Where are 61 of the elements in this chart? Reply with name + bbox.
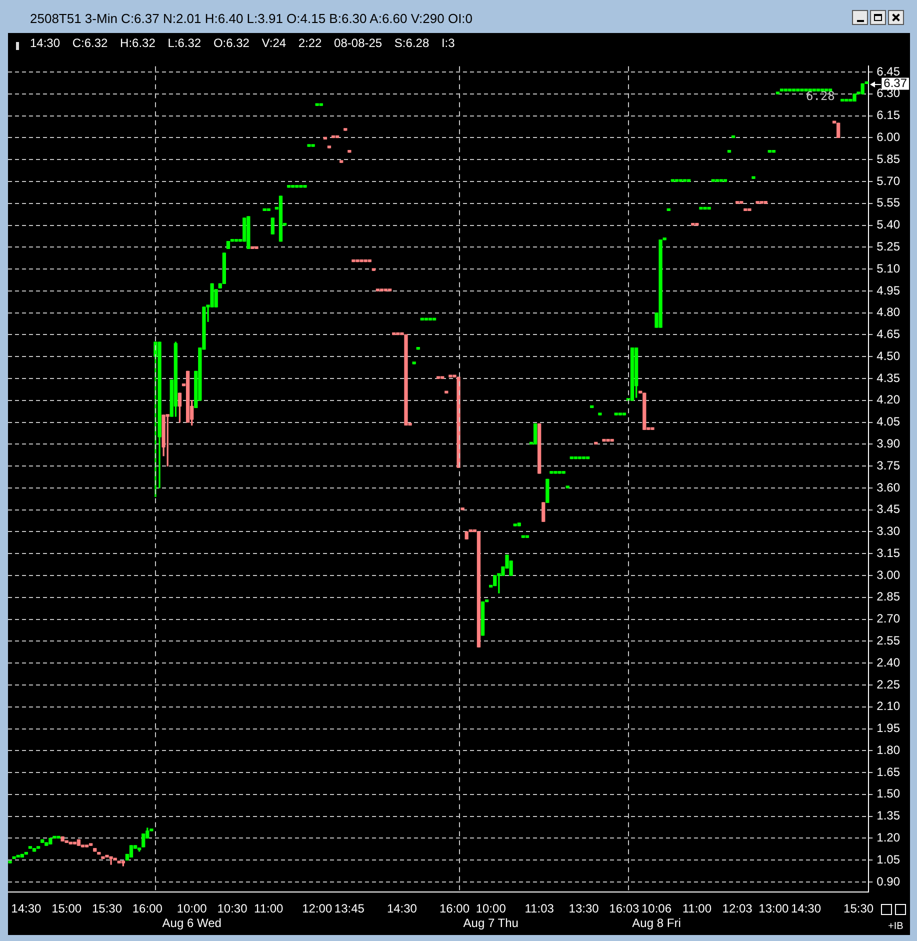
candlestick (109, 856, 113, 865)
y-tick-label: 5.25 (876, 239, 900, 254)
y-tick-label: 2.25 (876, 677, 900, 692)
y-tick-label: 1.35 (876, 808, 900, 823)
y-tick-label: 2.40 (876, 655, 900, 670)
x-tick-label: 13:00 (758, 902, 790, 916)
x-tick-label: 16:00 (439, 902, 470, 916)
x-tick-label: 15:30 (844, 902, 874, 916)
x-tick-label: 14:30 (386, 902, 418, 916)
x-tick-label: 10:30 (217, 902, 248, 916)
y-tick-label: 4.65 (876, 327, 900, 342)
x-tick-label: 16:00 (132, 902, 163, 916)
y-tick-label: 3.00 (876, 568, 900, 582)
x-tick-label: 16:03 (609, 902, 640, 916)
x-tick-label: 12:03 (722, 902, 753, 916)
y-tick-label: 3.45 (876, 502, 900, 516)
x-tick-label: 13:45 (334, 902, 365, 916)
x-tick-label: 13:30 (568, 902, 600, 916)
y-tick-label: 1.80 (876, 742, 900, 757)
x-tick-label: 12:00 (302, 902, 332, 916)
y-tick-label: 4.05 (876, 414, 900, 429)
y-tick-label: 0.90 (876, 874, 900, 888)
y-tick-label: 2.10 (876, 699, 900, 714)
y-tick-label: 1.50 (876, 786, 900, 801)
chart-title: 2508T51 3-Min C:6.37 N:2.01 H:6.40 L:3.91 O:4.15 B:6.30 A:6.60 V:290 OI:0 (30, 11, 473, 26)
x-tick-label: 11:03 (524, 902, 554, 916)
y-tick-label: 5.10 (876, 261, 900, 276)
x-tick-label: 11:00 (682, 902, 712, 916)
y-tick-label: 5.85 (876, 152, 900, 166)
x-tick-label: 11:00 (254, 902, 284, 916)
y-tick-label: 1.65 (876, 764, 900, 779)
ref-line-label: 6.37 (884, 76, 908, 90)
y-tick-label: 1.05 (876, 852, 900, 866)
y-tick-label: 4.80 (876, 305, 900, 320)
y-tick-label: 3.30 (876, 524, 900, 538)
y-tick-label: 6.45 (876, 64, 900, 78)
y-tick-label: 6.15 (876, 108, 900, 122)
x-tick-label: 15:00 (52, 902, 82, 916)
y-tick-label: 1.20 (876, 830, 900, 845)
text: +IB (888, 921, 904, 932)
y-tick-label: 4.20 (876, 392, 900, 407)
x-tick-label: 14:30 (791, 902, 822, 916)
y-tick-label: 5.55 (876, 196, 900, 210)
y-tick-label: 3.75 (876, 458, 900, 472)
y-tick-label: 5.40 (876, 218, 900, 232)
y-tick-label: 4.50 (876, 348, 900, 363)
y-tick-label: 2.55 (876, 634, 900, 648)
y-tick-label: 2.85 (876, 590, 900, 604)
annotation: 6.28 (806, 89, 835, 103)
x-tick-label: 15:30 (92, 902, 122, 916)
x-tick-label: 14:30 (11, 902, 42, 916)
y-tick-label: 2.70 (876, 612, 900, 626)
y-tick-label: 5.70 (876, 174, 900, 188)
y-tick-label: 4.95 (876, 283, 900, 298)
y-tick-label: 4.35 (876, 370, 900, 385)
y-tick-label: 3.15 (876, 546, 900, 560)
y-tick-label: 1.95 (876, 721, 900, 736)
y-tick-label: 6.00 (876, 130, 900, 144)
chart-subtitle: 14:30 C:6.32 H:6.32 L:6.32 O:6.32 V:24 2:22 08-08-25 S:6.28 I:3 (30, 36, 455, 50)
y-tick-label: 3.90 (876, 436, 900, 450)
y-tick-label: 3.60 (876, 480, 900, 494)
